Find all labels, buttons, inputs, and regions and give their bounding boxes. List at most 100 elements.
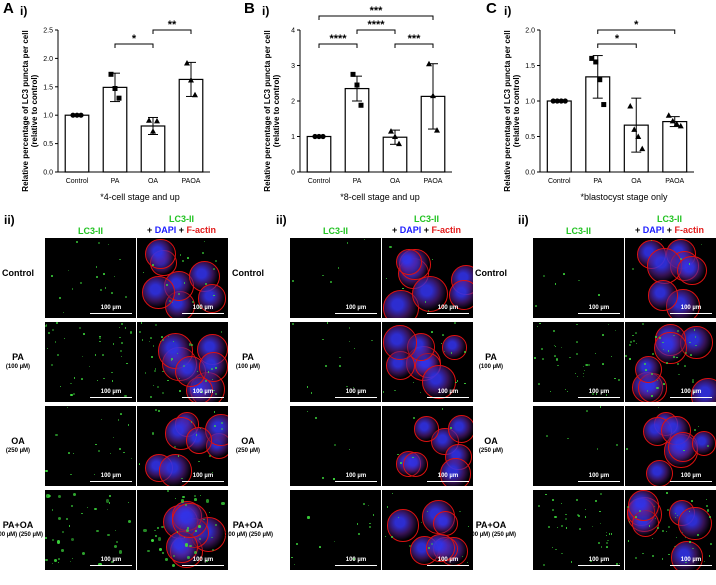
lc3-puncta [194, 550, 198, 554]
lc3-puncta [694, 429, 696, 431]
lc3-puncta [709, 516, 711, 518]
lc3-puncta [386, 506, 389, 508]
lc3-puncta [707, 509, 710, 512]
lc3-puncta [139, 463, 141, 465]
lc3-puncta [56, 540, 61, 544]
lc3-puncta [81, 378, 84, 381]
lc3-puncta [629, 358, 631, 360]
data-point [154, 117, 160, 124]
lc3-puncta [165, 558, 168, 561]
lc3-puncta [385, 277, 388, 280]
lc3-puncta [199, 538, 202, 541]
lc3-puncta [705, 498, 708, 500]
lc3-puncta [190, 343, 193, 346]
lc3-puncta [693, 329, 696, 331]
lc3-puncta [420, 391, 422, 394]
lc3-puncta [324, 365, 327, 368]
header-lc3-label: LC3-II [413, 214, 439, 224]
row-dose-text: (100 µM) (250 µM) [0, 532, 43, 538]
lc3-puncta [382, 391, 385, 394]
y-tick-label: 1.5 [43, 84, 53, 91]
lc3-puncta [594, 499, 597, 502]
data-point [388, 128, 394, 134]
lc3-puncta [676, 514, 679, 516]
data-point [146, 117, 152, 123]
row-label-pa-oa: PA+OA (100 µM) (250 µM) [461, 520, 521, 538]
lc3-puncta [592, 526, 594, 528]
lc3-puncta [155, 368, 157, 370]
row-label-oa: OA (250 µM) [0, 436, 48, 454]
embryo-cell [647, 280, 679, 312]
y-tick-label: 2.0 [525, 28, 535, 35]
row-label-pa-oa: PA+OA (100 µM) (250 µM) [0, 520, 48, 538]
lc3-puncta [115, 530, 117, 532]
lc3-puncta [155, 535, 158, 538]
lc3-puncta [98, 562, 102, 567]
lc3-puncta [551, 547, 553, 549]
lc3-puncta [542, 357, 545, 360]
lc3-puncta [455, 381, 457, 383]
data-point [593, 59, 599, 65]
lc3-puncta [193, 494, 197, 498]
lc3-puncta [643, 363, 646, 366]
embryo-cell [198, 351, 228, 382]
lc3-puncta [123, 451, 126, 454]
micrograph-merge: 100 µm [625, 406, 716, 486]
lc3-puncta [689, 510, 691, 513]
lc3-puncta [710, 542, 712, 545]
embryo-cell [141, 276, 175, 310]
lc3-puncta [607, 324, 610, 326]
lc3-puncta [598, 542, 600, 545]
lc3-puncta [538, 383, 540, 385]
data-point [434, 127, 440, 133]
lc3-puncta [172, 555, 176, 558]
lc3-puncta [66, 518, 69, 521]
lc3-puncta [89, 366, 91, 368]
scale-bar-label: 100 µm [680, 305, 702, 311]
lc3-puncta [119, 336, 121, 339]
lc3-puncta [692, 381, 695, 384]
lc3-puncta [314, 417, 317, 420]
header-plus: + [391, 225, 400, 235]
lc3-puncta [661, 558, 664, 560]
micrograph-merge: 100 µm [137, 490, 228, 570]
lc3-puncta [412, 382, 415, 384]
data-point [108, 71, 114, 77]
lc3-puncta [616, 444, 618, 446]
lc3-puncta [587, 363, 590, 366]
data-point [554, 98, 560, 104]
bar-paoa [662, 120, 688, 173]
data-point [78, 112, 84, 118]
scale-bar [335, 312, 377, 314]
lc3-puncta [207, 371, 210, 373]
lc3-puncta [98, 340, 101, 343]
data-point [312, 133, 318, 140]
lc3-puncta [564, 517, 567, 520]
lc3-puncta [674, 516, 677, 519]
lc3-puncta [153, 369, 156, 372]
y-tick-label: 3 [291, 63, 295, 70]
data-point [669, 117, 676, 124]
lc3-puncta [421, 521, 423, 524]
panel-a-note: *4-cell stage and up [100, 192, 180, 202]
lc3-puncta [456, 379, 459, 382]
lc3-puncta [56, 322, 59, 325]
lc3-puncta [118, 550, 123, 554]
scale-bar [427, 312, 469, 314]
lc3-puncta [334, 443, 337, 446]
lc3-puncta [109, 452, 112, 455]
embryo-cell [414, 416, 440, 442]
lc3-puncta [690, 500, 693, 503]
lc3-puncta [155, 409, 158, 412]
data-point [188, 76, 194, 83]
panel-b-sub-i: i) [262, 4, 270, 18]
lc3-puncta [428, 310, 430, 312]
lc3-puncta [157, 410, 160, 413]
significance-bracket [597, 43, 637, 48]
row-label-text: PA [485, 352, 497, 362]
lc3-puncta [72, 492, 76, 496]
lc3-puncta [62, 531, 65, 534]
lc3-puncta [198, 524, 202, 528]
lc3-puncta [200, 390, 203, 393]
significance-label: *** [370, 5, 384, 17]
